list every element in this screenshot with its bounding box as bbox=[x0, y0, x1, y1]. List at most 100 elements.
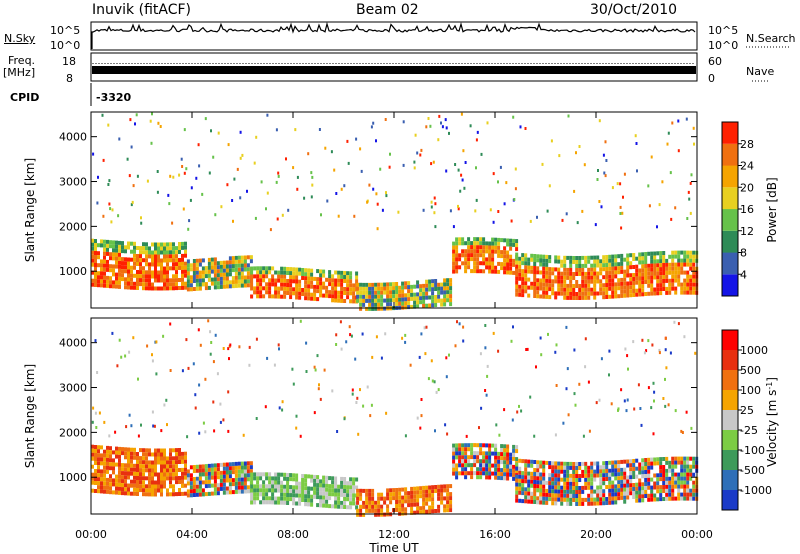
heatmap-cell bbox=[186, 473, 190, 478]
heatmap-cell bbox=[461, 178, 464, 182]
heatmap-cell bbox=[512, 448, 516, 453]
heatmap-cell bbox=[371, 302, 375, 307]
heatmap-cell bbox=[581, 461, 585, 466]
heatmap-cell bbox=[632, 253, 636, 257]
heatmap-cell bbox=[608, 274, 612, 279]
heatmap-cell bbox=[91, 242, 94, 247]
heatmap-cell bbox=[268, 286, 272, 291]
heatmap-cell bbox=[491, 471, 495, 476]
heatmap-cell bbox=[115, 474, 118, 479]
heatmap-cell bbox=[340, 480, 344, 485]
heatmap-cell bbox=[154, 448, 157, 453]
heatmap-cell bbox=[175, 480, 178, 485]
heatmap-cell bbox=[527, 269, 531, 274]
heatmap-cell bbox=[331, 282, 335, 287]
heatmap-cell bbox=[409, 363, 412, 367]
heatmap-cell bbox=[587, 295, 591, 300]
heatmap-cell bbox=[334, 496, 338, 501]
heatmap-cell bbox=[665, 460, 669, 465]
heatmap-cell bbox=[139, 468, 142, 473]
heatmap-cell bbox=[231, 276, 235, 281]
heatmap-cell bbox=[422, 283, 426, 288]
heatmap-cell bbox=[259, 484, 263, 489]
heatmap-cell bbox=[448, 353, 450, 357]
heatmap-cell bbox=[599, 485, 603, 490]
heatmap-cell bbox=[584, 275, 588, 280]
heatmap-cell bbox=[283, 282, 287, 287]
heatmap-cell bbox=[410, 490, 414, 495]
heatmap-cell bbox=[554, 433, 557, 437]
heatmap-cell bbox=[467, 245, 471, 250]
heatmap-cell bbox=[316, 487, 320, 492]
heatmap-cell bbox=[100, 445, 103, 450]
heatmap-cell bbox=[228, 482, 232, 487]
heatmap-cell bbox=[139, 266, 142, 271]
heatmap-cell bbox=[115, 244, 118, 249]
heatmap-cell bbox=[554, 267, 558, 272]
heatmap-cell bbox=[166, 242, 169, 247]
heatmap-cell bbox=[476, 265, 480, 270]
heatmap-cell bbox=[641, 264, 645, 269]
heatmap-cell bbox=[632, 273, 636, 277]
heatmap-cell bbox=[103, 243, 106, 248]
heatmap-cell bbox=[366, 200, 369, 204]
heatmap-cell bbox=[533, 290, 537, 294]
heatmap-cell bbox=[198, 282, 202, 287]
heatmap-cell bbox=[210, 129, 212, 133]
heatmap-cell bbox=[201, 488, 205, 493]
heatmap-cell bbox=[482, 237, 486, 242]
heatmap-cell bbox=[362, 488, 366, 493]
heatmap-cell bbox=[157, 270, 160, 275]
heatmap-cell bbox=[488, 459, 492, 464]
heatmap-cell bbox=[372, 121, 375, 125]
heatmap-cell bbox=[337, 496, 341, 501]
heatmap-cell bbox=[560, 469, 564, 474]
heatmap-cell bbox=[617, 254, 621, 259]
heatmap-cell bbox=[578, 486, 582, 490]
heatmap-cell bbox=[298, 501, 302, 506]
heatmap-cell bbox=[503, 258, 507, 263]
heatmap-cell bbox=[475, 166, 477, 170]
heatmap-cell bbox=[515, 482, 519, 487]
heatmap-cell bbox=[674, 250, 678, 255]
heatmap-cell bbox=[464, 253, 468, 258]
heatmap-cell bbox=[689, 464, 693, 469]
heatmap-cell bbox=[359, 298, 363, 303]
heatmap-cell bbox=[151, 410, 154, 414]
heatmap-cell bbox=[148, 476, 151, 481]
heatmap-cell bbox=[614, 464, 618, 469]
heatmap-cell bbox=[644, 252, 648, 256]
heatmap-cell bbox=[274, 282, 278, 287]
heatmap-cell bbox=[647, 386, 650, 390]
heatmap-cell bbox=[153, 424, 156, 428]
heatmap-cell bbox=[175, 270, 178, 275]
heatmap-cell bbox=[132, 184, 135, 188]
heatmap-cell bbox=[425, 489, 429, 494]
heatmap-cell bbox=[197, 328, 200, 332]
heatmap-cell bbox=[479, 475, 483, 480]
heatmap-cell bbox=[555, 343, 558, 347]
heatmap-cell bbox=[250, 500, 254, 505]
heatmap-cell bbox=[449, 286, 453, 291]
heatmap-cell bbox=[246, 275, 250, 280]
heatmap-cell bbox=[277, 171, 280, 175]
heatmap-cell bbox=[581, 263, 585, 268]
heatmap-cell bbox=[264, 405, 267, 409]
heatmap-cell bbox=[623, 471, 627, 476]
heatmap-cell bbox=[136, 254, 139, 258]
heatmap-cell bbox=[375, 139, 377, 143]
heatmap-cell bbox=[485, 241, 489, 246]
heatmap-cell bbox=[551, 493, 555, 498]
heatmap-cell bbox=[115, 490, 118, 495]
heatmap-cell bbox=[533, 286, 537, 290]
heatmap-cell bbox=[566, 473, 570, 478]
heatmap-cell bbox=[575, 256, 579, 260]
heatmap-cell bbox=[131, 200, 134, 204]
heatmap-cell bbox=[401, 297, 405, 302]
heatmap-cell bbox=[620, 257, 624, 262]
heatmap-cell bbox=[527, 293, 531, 298]
heatmap-cell bbox=[94, 247, 97, 251]
heatmap-cell bbox=[112, 264, 115, 269]
heatmap-cell bbox=[274, 488, 278, 493]
heatmap-cell bbox=[689, 488, 693, 493]
